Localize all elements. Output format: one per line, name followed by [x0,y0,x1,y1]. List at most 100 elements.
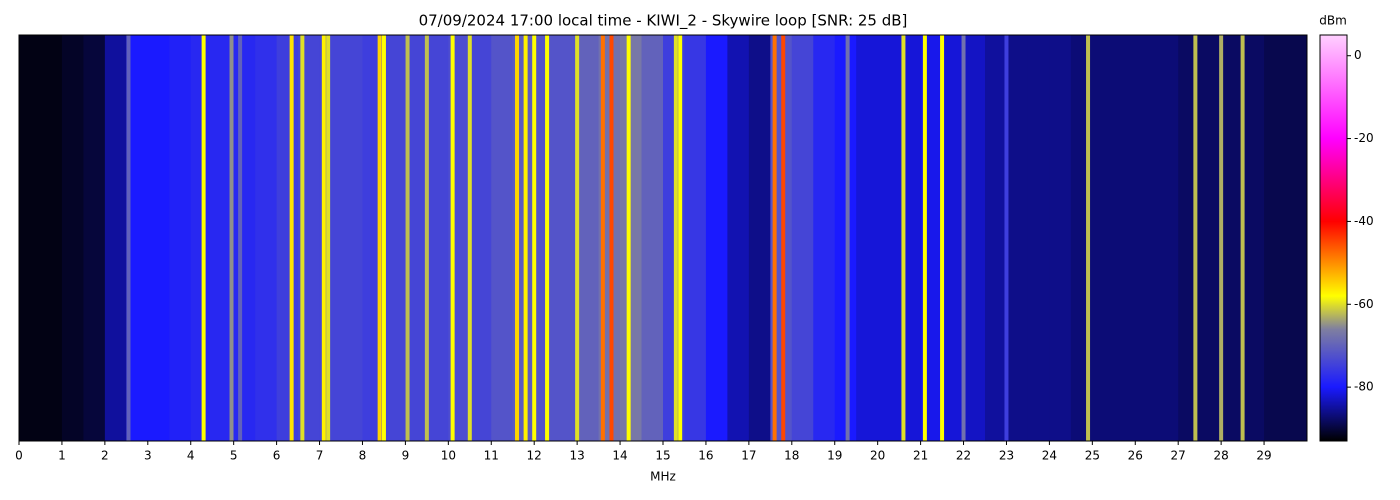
spectrum-bin [1006,35,1029,441]
signal-line [405,35,410,441]
signal-line [961,35,966,441]
spectrum-bin [1092,35,1115,441]
x-tick-label: 22 [956,449,971,463]
x-tick-label: 7 [316,449,324,463]
signal-line [1004,35,1009,441]
spectrum-bin [255,35,278,441]
spectrum-bin [426,35,449,441]
chart-title: 07/09/2024 17:00 local time - KIWI_2 - S… [419,12,908,31]
signal-line [1219,35,1224,441]
signal-line [300,35,305,441]
spectrum-bin [405,35,428,441]
x-tick-label: 20 [870,449,885,463]
signal-line [922,35,927,441]
x-tick-label: 18 [784,449,799,463]
spectrum-bin [577,35,600,441]
signal-line [532,35,537,441]
spectrum-bin [684,35,707,441]
signal-line [575,35,580,441]
spectrum-bin [61,35,84,441]
spectrum-bin [1242,35,1265,441]
signal-line [424,35,429,441]
x-tick-label: 27 [1171,449,1186,463]
spectrum-bin [83,35,106,441]
x-tick-label: 5 [230,449,238,463]
spectrum-bin [705,35,728,441]
colorbar-tick-label: 0 [1354,48,1362,62]
signal-line [678,35,683,441]
spectrum-bin [856,35,879,441]
spectrum-bin [1221,35,1244,441]
spectrum-bin [555,35,578,441]
signal-line [326,35,331,441]
x-tick-label: 16 [698,449,713,463]
x-tick-label: 13 [569,449,584,463]
colorbar-tick-label: -60 [1354,297,1374,311]
spectrum-bin [1264,35,1287,441]
x-tick-label: 29 [1256,449,1271,463]
colorbar [1319,34,1348,442]
x-tick-label: 23 [999,449,1014,463]
signal-line [901,35,906,441]
colorbar-tick-label: -40 [1354,214,1374,228]
signal-line [229,35,234,441]
spectrum-bin [212,35,235,441]
x-tick-label: 21 [913,449,928,463]
x-axis-label: MHz [650,470,676,484]
spectrum-bin [1199,35,1222,441]
signal-line [377,35,382,441]
spectrum-bin [383,35,406,441]
signal-line [126,35,131,441]
x-tick-label: 2 [101,449,109,463]
spectrum-bin [469,35,492,441]
spectrum-bin [1113,35,1136,441]
spectrum-bin [1049,35,1072,441]
x-tick-label: 4 [187,449,195,463]
signal-line [940,35,945,441]
spectrum-bin [620,35,643,441]
spectrum-bin [491,35,514,441]
colorbar-label: dBm [1319,14,1347,28]
x-tick-label: 28 [1213,449,1228,463]
spectrum-bin [963,35,986,441]
colorbar-tick-label: -80 [1354,380,1374,394]
x-tick-label: 25 [1085,449,1100,463]
x-tick-label: 24 [1042,449,1057,463]
signal-line [772,35,777,441]
x-tick-label: 15 [655,449,670,463]
x-tick-label: 8 [359,449,367,463]
signal-line [201,35,206,441]
x-tick-label: 19 [827,449,842,463]
x-tick-label: 17 [741,449,756,463]
spectrum-bin [727,35,750,441]
spectrum-bin [813,35,836,441]
x-tick-label: 3 [144,449,152,463]
signal-line [673,35,678,441]
signal-line [467,35,472,441]
signal-line [321,35,326,441]
spectrum-bin [942,35,965,441]
spectrum-bin [341,35,363,441]
spectrum-bin [40,35,63,441]
signal-line [609,35,614,441]
spectrum-bin [276,35,299,441]
spectrum-bin [233,35,256,441]
signal-line [381,35,386,441]
spectrum-bin [985,35,1007,441]
signal-line [515,35,520,441]
x-tick-label: 6 [273,449,281,463]
spectrum-bin [126,35,149,441]
spectrum-bin [169,35,192,441]
colorbar-tick-label: -20 [1354,131,1374,145]
x-tick-label: 12 [527,449,542,463]
x-tick-label: 10 [441,449,456,463]
spectrum-bin [19,35,41,441]
x-tick-label: 14 [612,449,627,463]
spectrum-bin [877,35,900,441]
spectrum-bin [1027,35,1050,441]
signal-line [450,35,455,441]
spectrum-bin [791,35,814,441]
signal-line [781,35,786,441]
x-tick-label: 9 [402,449,410,463]
